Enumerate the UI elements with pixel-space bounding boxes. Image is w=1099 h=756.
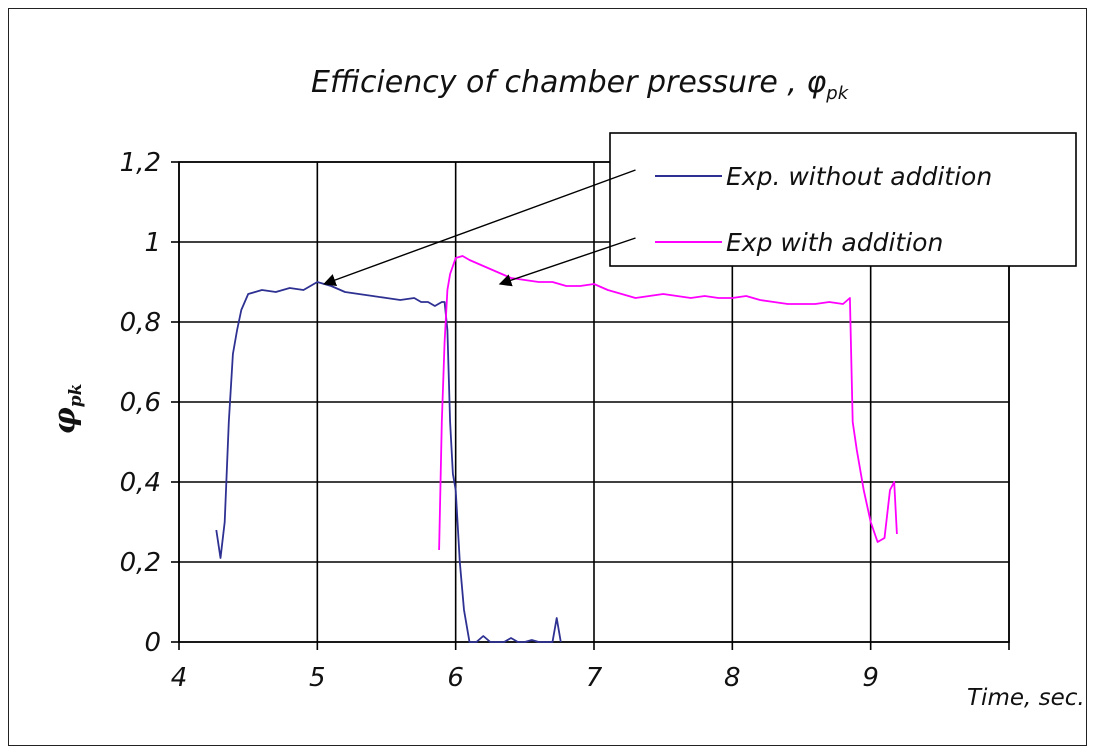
line-chart: Efficiency of chamber pressure , φpk 00,… <box>48 65 1085 711</box>
y-tick-label: 0,2 <box>120 548 161 578</box>
series-line-2 <box>438 255 898 551</box>
annotation-arrow <box>323 169 636 287</box>
series <box>215 255 898 643</box>
y-axis-label: φpk <box>48 384 86 435</box>
x-tick-label: 4 <box>171 663 188 693</box>
x-axis-ticks: 4 5 6 7 8 9 <box>171 663 879 693</box>
legend: Exp. without addition Exp with addition <box>609 132 1077 267</box>
annotation-arrow <box>498 237 636 287</box>
chart-title-main: Efficiency of chamber pressure , φ <box>311 65 826 100</box>
legend-label: Exp with addition <box>726 228 943 257</box>
y-axis-label-subscript: pk <box>66 384 86 408</box>
grid <box>171 161 1010 650</box>
x-tick-label: 5 <box>309 663 326 693</box>
y-axis-ticks: 0 0,2 0,4 0,6 0,8 1 1,2 <box>120 148 161 658</box>
y-tick-label: 1 <box>144 228 161 258</box>
x-tick-label: 7 <box>586 663 603 693</box>
y-tick-label: 1,2 <box>120 148 161 178</box>
legend-box <box>609 132 1077 267</box>
y-tick-label: 0 <box>144 628 161 658</box>
x-axis-label: Time, sec. <box>967 685 1085 711</box>
x-tick-label: 8 <box>724 663 741 693</box>
x-tick-label: 6 <box>447 663 464 693</box>
legend-label: Exp. without addition <box>726 162 992 191</box>
x-tick-label: 9 <box>862 663 879 693</box>
series-line-1 <box>215 281 562 643</box>
chart-frame: Efficiency of chamber pressure , φpk 0 0,… <box>8 8 1087 746</box>
y-tick-label: 0,6 <box>120 388 161 418</box>
y-tick-label: 0,8 <box>120 308 161 338</box>
chart-title-subscript: pk <box>825 83 849 104</box>
chart-title: Efficiency of chamber pressure , φpk <box>311 65 850 104</box>
y-axis-label-main: φ <box>48 407 83 434</box>
annotations <box>323 169 636 287</box>
y-tick-label: 0,4 <box>120 468 161 498</box>
